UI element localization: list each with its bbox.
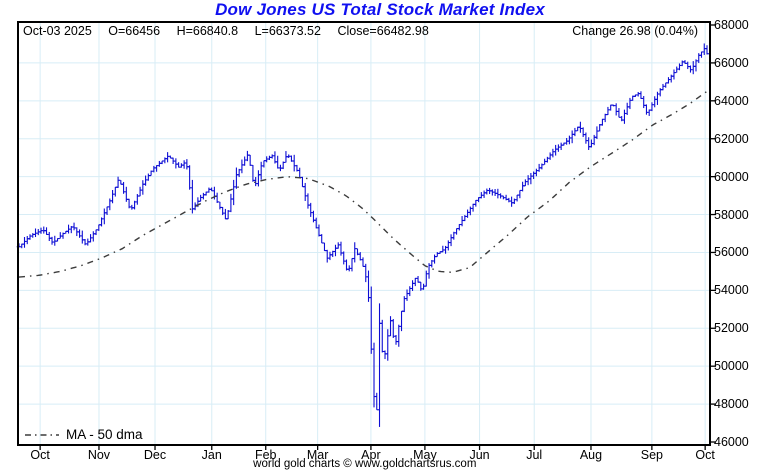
quote-low: L=66373.52: [254, 24, 321, 38]
y-axis-label: 50000: [714, 359, 749, 374]
y-axis-label: 46000: [714, 435, 749, 449]
y-axis-label: 68000: [714, 18, 749, 32]
x-axis-label: Feb: [254, 448, 277, 462]
quote-close: Close=66482.98: [337, 24, 429, 38]
y-axis-label: 58000: [714, 207, 749, 222]
quote-high: H=66840.8: [176, 24, 239, 38]
y-axis-label: 52000: [714, 321, 749, 336]
quote-date: Oct-03 2025: [23, 24, 92, 38]
x-axis-label: Jun: [469, 448, 490, 462]
x-axis-label: Mar: [306, 448, 329, 462]
x-axis-label: Sep: [640, 448, 663, 462]
x-axis-label: Dec: [143, 448, 167, 462]
ohlc-info-bar: Oct-03 2025 O=66456 H=66840.8 L=66373.52…: [23, 24, 442, 38]
quote-open: O=66456: [108, 24, 161, 38]
x-axis-label: Jan: [201, 448, 222, 462]
ma-legend-label: MA - 50 dma: [66, 427, 143, 442]
y-axis-label: 62000: [714, 131, 749, 146]
x-axis-label: Oct: [30, 448, 50, 462]
y-axis-label: 56000: [714, 245, 749, 260]
ma-dashdot-line-icon: [25, 433, 59, 436]
x-axis-label: Oct: [695, 448, 715, 462]
x-axis-label: Jul: [526, 448, 543, 462]
x-axis-label: Aug: [579, 448, 603, 462]
ma-legend: MA - 50 dma: [24, 427, 143, 442]
y-axis-label: 60000: [714, 169, 749, 184]
y-axis-label: 66000: [714, 55, 749, 70]
y-axis-label: 54000: [714, 283, 749, 298]
y-axis-label: 48000: [714, 397, 749, 412]
plot-border: [17, 21, 711, 446]
quote-change: Change 26.98 (0.04%): [572, 24, 698, 38]
y-axis-label: 64000: [714, 93, 749, 108]
x-axis-label: Apr: [361, 448, 381, 462]
x-axis-label: May: [413, 448, 437, 462]
footer-credit: world gold charts © www.goldchartsrus.co…: [253, 458, 477, 470]
x-axis-label: Nov: [87, 448, 111, 462]
chart-title: Dow Jones US Total Stock Market Index: [215, 0, 545, 19]
